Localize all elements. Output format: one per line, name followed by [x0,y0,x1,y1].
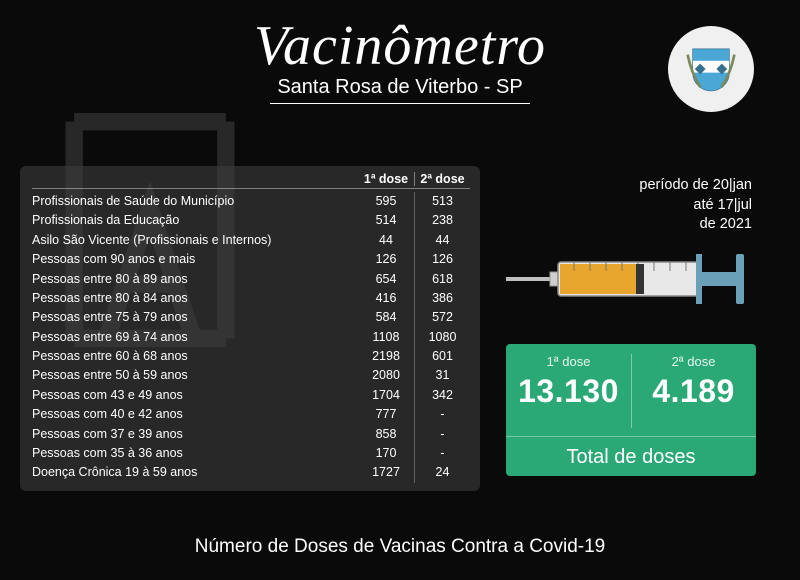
row-label: Pessoas com 37 e 39 anos [32,425,358,444]
table-row: Pessoas entre 50 à 59 anos208031 [32,366,470,385]
row-label: Profissionais de Saúde do Município [32,192,358,211]
row-dose1: 654 [358,270,414,289]
table-row: Pessoas entre 75 à 79 anos584572 [32,308,470,327]
period-block: período de 20|jan até 17|jul de 2021 [639,176,752,235]
table-header: 1ª dose 2ª dose [32,172,470,189]
row-dose1: 1727 [358,463,414,482]
table-body: Profissionais de Saúde do Município59551… [32,192,470,483]
totals-top: 1ª dose 13.130 2ª dose 4.189 [506,344,756,436]
row-label: Doença Crônica 19 à 59 anos [32,463,358,482]
row-dose1: 1704 [358,386,414,405]
city-seal [668,26,754,112]
row-dose1: 170 [358,444,414,463]
row-dose1: 595 [358,192,414,211]
row-label: Pessoas entre 50 à 59 anos [32,366,358,385]
table-row: Asilo São Vicente (Profissionais e Inter… [32,231,470,250]
period-line1: período de 20|jan [639,176,752,196]
row-label: Pessoas com 40 e 42 anos [32,405,358,424]
row-dose1: 777 [358,405,414,424]
row-dose2: 572 [414,308,470,327]
row-dose2: 44 [414,231,470,250]
row-label: Pessoas entre 69 à 74 anos [32,328,358,347]
row-dose1: 2080 [358,366,414,385]
period-line3: de 2021 [639,215,752,235]
row-dose1: 126 [358,250,414,269]
syringe-icon [506,244,756,314]
col-dose2-header: 2ª dose [414,172,470,186]
row-dose2: 126 [414,250,470,269]
row-dose2: 238 [414,211,470,230]
table-row: Pessoas entre 80 à 89 anos654618 [32,270,470,289]
row-dose2: 386 [414,289,470,308]
row-dose1: 1108 [358,328,414,347]
totals-dose2-value: 4.189 [631,373,756,410]
col-dose1-header: 1ª dose [358,172,414,186]
table-row: Profissionais da Educação514238 [32,211,470,230]
row-dose2: - [414,425,470,444]
row-label: Pessoas com 35 à 36 anos [32,444,358,463]
row-label: Pessoas entre 75 à 79 anos [32,308,358,327]
row-label: Profissionais da Educação [32,211,358,230]
row-dose2: 31 [414,366,470,385]
table-row: Pessoas entre 69 à 74 anos11081080 [32,328,470,347]
row-dose1: 858 [358,425,414,444]
row-label: Pessoas com 43 e 49 anos [32,386,358,405]
row-dose1: 514 [358,211,414,230]
table-row: Doença Crônica 19 à 59 anos172724 [32,463,470,482]
city-seal-icon [684,42,738,96]
doses-table: 1ª dose 2ª dose Profissionais de Saúde d… [20,166,480,491]
row-label: Pessoas entre 60 à 68 anos [32,347,358,366]
totals-dose2: 2ª dose 4.189 [631,344,756,436]
row-dose2: 601 [414,347,470,366]
subtitle-underline [270,103,530,104]
table-row: Profissionais de Saúde do Município59551… [32,192,470,211]
table-row: Pessoas entre 60 à 68 anos2198601 [32,347,470,366]
row-dose2: 513 [414,192,470,211]
footer-caption: Número de Doses de Vacinas Contra a Covi… [0,536,800,558]
totals-card: 1ª dose 13.130 2ª dose 4.189 Total de do… [506,344,756,476]
row-dose2: - [414,405,470,424]
totals-dose1-label: 1ª dose [506,354,631,369]
row-label: Asilo São Vicente (Profissionais e Inter… [32,231,358,250]
row-dose2: 24 [414,463,470,482]
row-dose2: 1080 [414,328,470,347]
table-row: Pessoas entre 80 à 84 anos416386 [32,289,470,308]
row-dose1: 584 [358,308,414,327]
totals-footer: Total de doses [506,436,756,476]
row-label: Pessoas entre 80 à 84 anos [32,289,358,308]
table-row: Pessoas com 35 à 36 anos170- [32,444,470,463]
row-label: Pessoas entre 80 à 89 anos [32,270,358,289]
table-row: Pessoas com 37 e 39 anos858- [32,425,470,444]
table-row: Pessoas com 43 e 49 anos1704342 [32,386,470,405]
totals-dose2-label: 2ª dose [631,354,756,369]
row-label: Pessoas com 90 anos e mais [32,250,358,269]
table-row: Pessoas com 40 e 42 anos777- [32,405,470,424]
row-dose2: 342 [414,386,470,405]
row-dose2: - [414,444,470,463]
totals-dose1-value: 13.130 [506,373,631,410]
table-row: Pessoas com 90 anos e mais126126 [32,250,470,269]
row-dose2: 618 [414,270,470,289]
row-dose1: 416 [358,289,414,308]
row-dose1: 2198 [358,347,414,366]
totals-dose1: 1ª dose 13.130 [506,344,631,436]
period-line2: até 17|jul [639,196,752,216]
row-dose1: 44 [358,231,414,250]
